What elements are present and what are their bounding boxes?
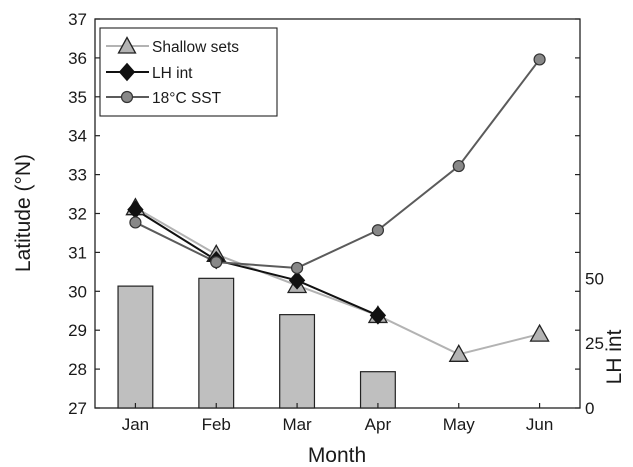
legend-circle-marker-icon [120,90,134,104]
circle-marker [290,261,304,275]
y-axis-title: Latitude (°N) [12,154,35,272]
y-tick-label: 34 [68,127,87,146]
tick-group [95,18,580,409]
x-tick-label: May [443,415,476,434]
diamond-marker [288,271,306,290]
y-tick-label: 27 [68,399,87,418]
x-tick-label: Mar [282,415,312,434]
y-tick-label: 28 [68,360,87,379]
series-line [134,206,540,356]
marker-group [125,53,550,362]
y-tick-label: 32 [68,205,87,224]
circle-marker [129,216,142,229]
x-tick-label: Jun [526,415,553,434]
y2-axis-title: LH int [603,329,626,384]
x-tick-label: Jan [122,415,149,434]
circle-marker [452,159,465,173]
y-tick-label: 37 [68,10,87,29]
series-line [134,208,379,317]
x-axis-title: Month [308,444,366,467]
triangle-marker [448,343,469,362]
legend-label-shallow-sets: Shallow sets [152,39,239,56]
diamond-marker [369,306,387,325]
y2-tick-label: 25 [585,334,604,353]
legend: Shallow sets LH int 18°C SST [99,27,278,117]
x-tick-label: Feb [202,415,231,434]
triangle-marker [529,323,550,342]
tick-label-group: Jan Feb Mar Apr May Jun 27 28 29 30 31 32 33 34 35 36 37… [68,10,604,434]
y-tick-label: 30 [68,282,87,301]
circle-marker [533,53,546,66]
series-line [134,58,541,269]
circle-marker [371,224,385,237]
bar [198,277,235,409]
y2-tick-label: 50 [585,269,604,288]
y-tick-label: 36 [68,49,87,68]
y-tick-label: 29 [68,321,87,340]
legend-label-lh-int: LH int [152,65,193,82]
x-tick-label: Apr [365,415,392,434]
legend-diamond-marker-icon [118,62,136,82]
y2-tick-label: 0 [585,399,594,418]
y-tick-label: 35 [68,88,87,107]
y-tick-label: 31 [68,243,87,262]
circle-marker [210,256,223,269]
y-tick-label: 33 [68,166,87,185]
bar [117,285,154,409]
legend-label-18c-sst: 18°C SST [152,90,222,107]
bar-group [117,277,396,409]
legend-triangle-marker-icon [117,36,137,54]
bar [359,371,396,409]
line-group [134,58,541,356]
bar [279,314,316,409]
